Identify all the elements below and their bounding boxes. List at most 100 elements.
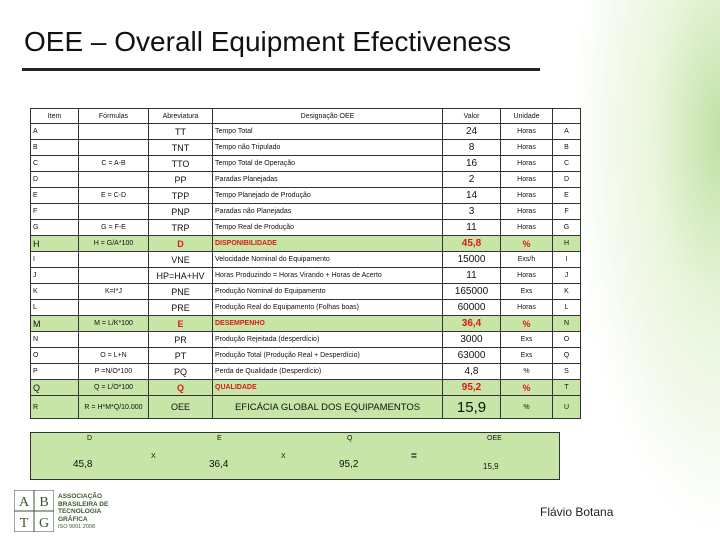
- logo-text: ASSOCIAÇÃO BRASILEIRA DE TECNOLOGIA GRÁF…: [58, 493, 109, 523]
- row-designation: Tempo não Tripulado: [212, 139, 443, 156]
- row-abbreviation: Q: [148, 379, 213, 396]
- row-designation: DESEMPENHO: [212, 315, 443, 332]
- row-abbreviation: PT: [148, 347, 213, 364]
- row-unit: %: [500, 363, 553, 380]
- row-ref: A: [552, 123, 581, 140]
- row-ref: D: [552, 171, 581, 188]
- row-unit: Horas: [500, 123, 553, 140]
- row-formula: K=I*J: [78, 283, 149, 300]
- title-underline: [22, 68, 540, 71]
- oee-formula-summary: D 45,8 X E 36,4 X Q 95,2 = OEE 15,9: [30, 432, 560, 480]
- row-abbreviation: D: [148, 235, 213, 252]
- table-row: A TT Tempo Total 24 Horas A: [30, 123, 581, 140]
- row-designation: Tempo Total: [212, 123, 443, 140]
- row-formula: G = F-E: [78, 219, 149, 236]
- row-abbreviation: TT: [148, 123, 213, 140]
- row-value: 11: [442, 267, 501, 284]
- row-ref: C: [552, 155, 581, 172]
- row-value: 36,4: [442, 315, 501, 332]
- row-ref: K: [552, 283, 581, 300]
- row-unit: Horas: [500, 219, 553, 236]
- row-item: I: [30, 251, 79, 268]
- row-item: J: [30, 267, 79, 284]
- summary-multiply-1: X: [151, 453, 156, 460]
- table-row: F PNP Paradas não Planejadas 3 Horas F: [30, 203, 581, 220]
- summary-q-label: Q: [347, 435, 353, 442]
- row-designation: Perda de Qualidade (Desperdício): [212, 363, 443, 380]
- row-item: P: [30, 363, 79, 380]
- total-formula: R = H*M*Q/10.000: [78, 395, 149, 419]
- row-item: B: [30, 139, 79, 156]
- table-row: N PR Produção Rejeitada (desperdício) 3000 E…: [30, 331, 581, 348]
- row-unit: Horas: [500, 299, 553, 316]
- row-formula: [78, 267, 149, 284]
- row-ref: Q: [552, 347, 581, 364]
- row-value: 8: [442, 139, 501, 156]
- row-unit: Horas: [500, 139, 553, 156]
- total-ref: U: [552, 395, 581, 419]
- row-item: D: [30, 171, 79, 188]
- row-formula: C = A-B: [78, 155, 149, 172]
- row-ref: E: [552, 187, 581, 204]
- table-row: J HP=HA+HV Horas Produzindo = Horas Virand…: [30, 267, 581, 284]
- row-item: C: [30, 155, 79, 172]
- row-abbreviation: PRE: [148, 299, 213, 316]
- logo-letter: B: [39, 495, 48, 510]
- row-unit: Horas: [500, 171, 553, 188]
- row-formula: Q = L/O*100: [78, 379, 149, 396]
- row-unit: Exs: [500, 331, 553, 348]
- row-formula: H = G/A*100: [78, 235, 149, 252]
- row-abbreviation: TRP: [148, 219, 213, 236]
- total-designation: EFICÁCIA GLOBAL DOS EQUIPAMENTOS: [212, 395, 443, 419]
- header-designation: Designação OEE: [212, 108, 443, 124]
- row-unit: Exs: [500, 347, 553, 364]
- row-unit: Exs/h: [500, 251, 553, 268]
- summary-oee-label: OEE: [487, 435, 502, 442]
- summary-q-value: 95,2: [339, 459, 359, 470]
- row-designation: QUALIDADE: [212, 379, 443, 396]
- row-designation: Produção Rejeitada (desperdício): [212, 331, 443, 348]
- table-row: D PP Paradas Planejadas 2 Horas D: [30, 171, 581, 188]
- table-row: L PRE Produção Real do Equipamento (Folhas…: [30, 299, 581, 316]
- row-abbreviation: E: [148, 315, 213, 332]
- row-unit: Horas: [500, 203, 553, 220]
- row-designation: Horas Produzindo = Horas Virando + Horas…: [212, 267, 443, 284]
- row-abbreviation: PNE: [148, 283, 213, 300]
- row-item: F: [30, 203, 79, 220]
- row-unit: Horas: [500, 267, 553, 284]
- row-abbreviation: VNE: [148, 251, 213, 268]
- row-ref: G: [552, 219, 581, 236]
- row-designation: Produção Nominal do Equipamento: [212, 283, 443, 300]
- row-abbreviation: HP=HA+HV: [148, 267, 213, 284]
- row-item: G: [30, 219, 79, 236]
- logo-letter: A: [19, 495, 30, 510]
- row-ref: F: [552, 203, 581, 220]
- row-formula: [78, 139, 149, 156]
- abtg-logo: A B T G: [14, 490, 54, 532]
- summary-e-label: E: [217, 435, 222, 442]
- logo-letter: G: [39, 516, 49, 531]
- slide-title: OEE – Overall Equipment Efectiveness: [24, 26, 512, 57]
- logo-iso-text: ISO 9001:2008: [58, 524, 96, 530]
- row-unit: Horas: [500, 187, 553, 204]
- row-designation: Paradas Planejadas: [212, 171, 443, 188]
- author-name: Flávio Botana: [540, 505, 614, 519]
- header-ref: [552, 108, 581, 124]
- row-item: A: [30, 123, 79, 140]
- row-value: 15000: [442, 251, 501, 268]
- row-value: 63000: [442, 347, 501, 364]
- row-abbreviation: PR: [148, 331, 213, 348]
- row-ref: I: [552, 251, 581, 268]
- oee-table: Item Fórmulas Abreviatura Designação OEE…: [30, 108, 581, 419]
- header-value: Valor: [442, 108, 501, 124]
- row-value: 45,8: [442, 235, 501, 252]
- row-value: 4,8: [442, 363, 501, 380]
- row-unit: %: [500, 235, 553, 252]
- row-abbreviation: TNT: [148, 139, 213, 156]
- row-ref: J: [552, 267, 581, 284]
- row-ref: B: [552, 139, 581, 156]
